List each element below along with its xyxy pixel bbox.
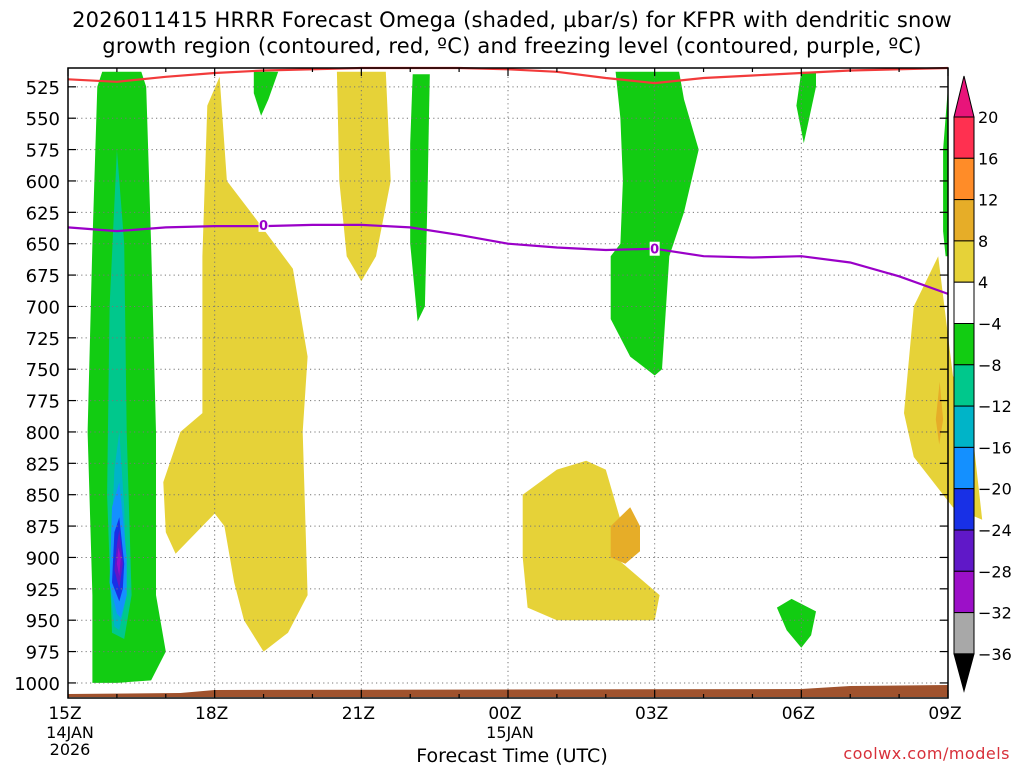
chart-title-line2: growth region (contoured, red, ºC) and f… xyxy=(102,34,922,58)
colorbar-segment xyxy=(953,612,975,655)
chart-title-line1: 2026011415 HRRR Forecast Omega (shaded, … xyxy=(72,8,952,32)
grid xyxy=(67,68,949,698)
y-tick-label: 1000 xyxy=(14,674,60,695)
y-tick-label: 775 xyxy=(26,392,60,413)
colorbar-label: −8 xyxy=(978,356,1002,375)
freezing-label-bg xyxy=(258,217,269,232)
x-axis-label: Forecast Time (UTC) xyxy=(416,745,608,767)
y-tick-label: 700 xyxy=(26,297,60,318)
colorbar-segment xyxy=(953,570,975,614)
omega-region-12 xyxy=(776,598,816,648)
freezing-level-label: 0 xyxy=(259,219,268,234)
colorbar-label: 16 xyxy=(978,149,998,168)
colorbar-label: 20 xyxy=(978,108,998,127)
omega-region-6 xyxy=(116,547,121,577)
colorbar-label: −12 xyxy=(978,397,1012,416)
x-tick-date-label: 14JAN xyxy=(46,723,94,742)
y-tick-label: 650 xyxy=(26,235,60,256)
omega-shaded-regions xyxy=(87,71,983,683)
axes: 525 550 575 600 625 650 675 700 725 750 775 800 825 8… xyxy=(14,67,962,759)
colorbar-segment xyxy=(953,488,975,531)
y-tick-label: 975 xyxy=(26,643,60,664)
omega-region-11 xyxy=(943,86,948,257)
y-tick-label: 875 xyxy=(26,517,60,538)
y-tick-label: 675 xyxy=(26,266,60,287)
colorbar-segment xyxy=(953,281,975,325)
colorbar-segment xyxy=(953,529,975,572)
x-tick-label: 21Z xyxy=(342,704,375,724)
freezing-level-label: 0 xyxy=(650,243,659,258)
credit-link[interactable]: coolwx.com/models xyxy=(843,744,1010,763)
y-tick-label: 575 xyxy=(26,141,60,162)
y-tick-label: 950 xyxy=(26,611,60,632)
y-tick-label: 725 xyxy=(26,329,60,350)
omega-region-7 xyxy=(253,71,279,116)
x-tick-label: 15Z xyxy=(48,704,81,724)
y-tick-label: 925 xyxy=(26,580,60,601)
colorbar: 20 16 12 8 4 −4 −8 −12 −16 −20 −24 −28 −32 −36 xyxy=(953,75,1012,693)
colorbar-segment xyxy=(953,116,975,159)
y-tick-label: 800 xyxy=(26,423,60,444)
freezing-label-bg xyxy=(649,241,660,256)
y-tick-label: 750 xyxy=(26,360,60,381)
freezing-level-line xyxy=(67,223,949,295)
colorbar-label: −20 xyxy=(978,480,1012,499)
colorbar-segment xyxy=(953,199,975,242)
omega-region-13 xyxy=(163,76,308,652)
omega-region-16 xyxy=(610,507,640,564)
colorbar-label: 12 xyxy=(978,191,998,210)
colorbar-top-arrow xyxy=(953,75,975,118)
omega-region-18 xyxy=(935,381,944,445)
colorbar-label: 4 xyxy=(978,273,988,292)
colorbar-segment xyxy=(953,323,975,366)
colorbar-label: −24 xyxy=(978,521,1012,540)
y-tick-label: 825 xyxy=(26,454,60,475)
x-tick-date-label: 15JAN xyxy=(486,723,534,742)
y-tick-label: 525 xyxy=(26,78,60,99)
colorbar-label: −4 xyxy=(978,315,1002,334)
colorbar-segment xyxy=(953,405,975,448)
y-tick-label: 550 xyxy=(26,109,60,130)
x-tick-label: 00Z xyxy=(488,704,521,724)
colorbar-segment xyxy=(953,446,975,490)
y-tick-label: 850 xyxy=(26,486,60,507)
plot-frame xyxy=(67,67,949,699)
x-tick-label: 09Z xyxy=(928,704,961,724)
colorbar-label: −36 xyxy=(978,645,1012,664)
y-tick-label: 900 xyxy=(26,548,60,569)
omega-region-14 xyxy=(336,71,391,282)
y-tick-label: 625 xyxy=(26,203,60,224)
colorbar-label: −32 xyxy=(978,604,1012,623)
x-tick-label: 18Z xyxy=(195,704,228,724)
colorbar-segment xyxy=(953,240,975,283)
x-tick-label: 03Z xyxy=(635,704,668,724)
omega-region-9 xyxy=(610,71,699,376)
colorbar-bottom-arrow xyxy=(953,653,975,693)
x-tick-year-label: 2026 xyxy=(50,740,91,759)
colorbar-segment xyxy=(953,157,975,201)
omega-region-15 xyxy=(522,460,660,621)
omega-region-8 xyxy=(410,74,430,322)
colorbar-label: 8 xyxy=(978,232,988,251)
colorbar-segment xyxy=(953,364,975,407)
colorbar-label: −16 xyxy=(978,438,1012,457)
x-tick-label: 06Z xyxy=(782,704,815,724)
omega-region-10 xyxy=(796,71,816,144)
y-tick-label: 600 xyxy=(26,172,60,193)
omega-region-0 xyxy=(87,71,166,683)
colorbar-label: −28 xyxy=(978,562,1012,581)
